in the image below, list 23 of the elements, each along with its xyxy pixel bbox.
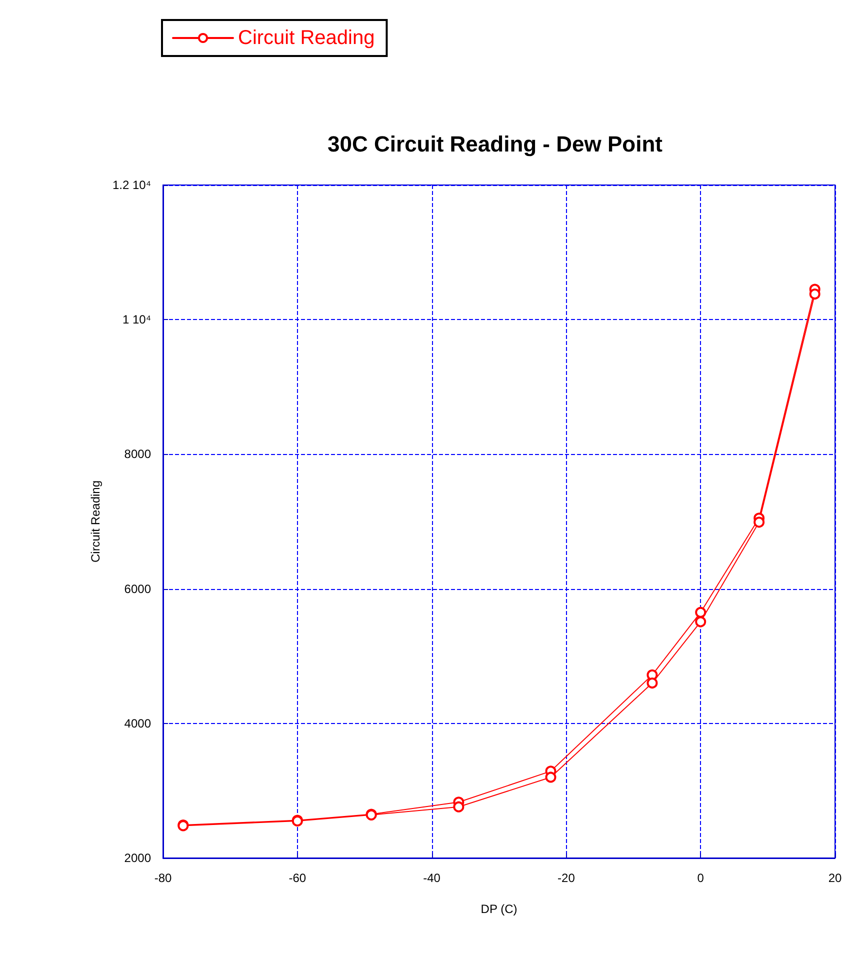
y-tick-label: 4000 xyxy=(124,716,152,730)
x-tick-label: 0 xyxy=(697,871,704,885)
x-tick-label: 20 xyxy=(828,871,842,885)
point xyxy=(646,678,658,689)
x-tick-label: -60 xyxy=(288,871,306,885)
y-tick-label: 8000 xyxy=(124,447,152,462)
x-tick-label: -20 xyxy=(558,871,576,885)
x-tick-label: -80 xyxy=(154,871,172,885)
y-tick-label: 6000 xyxy=(124,582,152,596)
point xyxy=(695,606,706,618)
point xyxy=(754,516,765,528)
chart-title: 30C Circuit Reading - Dew Point xyxy=(328,132,664,156)
y-tick-label: 1.2 10⁴ xyxy=(112,178,151,192)
x-axis-title: DP (C) xyxy=(480,902,518,916)
point xyxy=(453,801,464,812)
y-tick-label: 1 10⁴ xyxy=(122,312,151,327)
point xyxy=(809,288,820,300)
point xyxy=(695,616,706,628)
x-tick-label: -40 xyxy=(423,871,441,885)
legend-label: Circuit Reading xyxy=(238,27,375,49)
y-axis-title: Circuit Reading xyxy=(88,480,103,563)
y-tick-label: 2000 xyxy=(124,851,152,865)
point xyxy=(545,772,556,783)
